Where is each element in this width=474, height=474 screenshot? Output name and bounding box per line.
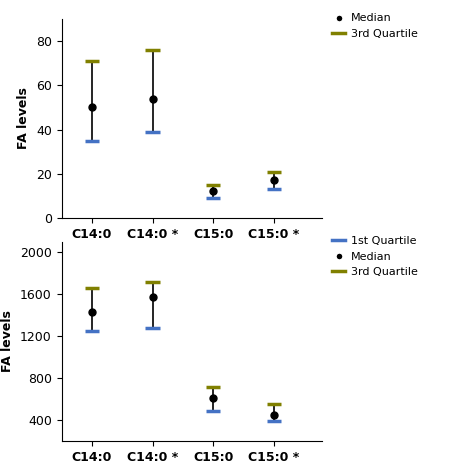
Legend: Median, 3rd Quartile: Median, 3rd Quartile (328, 9, 422, 44)
Y-axis label: FA levels: FA levels (1, 310, 15, 372)
Legend: 1st Quartile, Median, 3rd Quartile: 1st Quartile, Median, 3rd Quartile (328, 232, 422, 282)
Y-axis label: FA levels: FA levels (18, 88, 30, 149)
